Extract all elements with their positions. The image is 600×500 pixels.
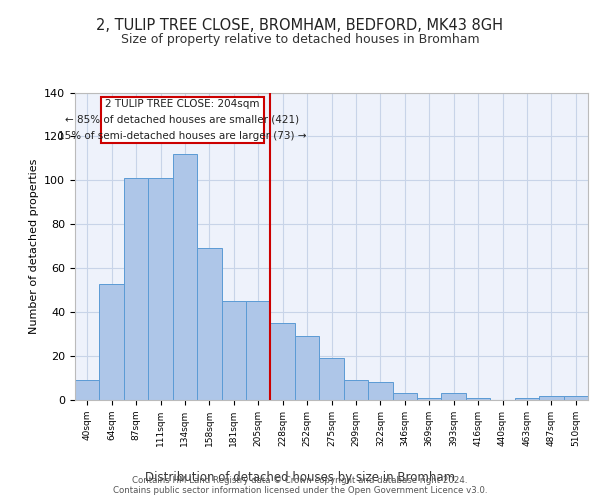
Bar [515, 398, 539, 400]
Bar [344, 380, 368, 400]
Bar [246, 301, 271, 400]
Text: Contains HM Land Registry data © Crown copyright and database right 2024.
Contai: Contains HM Land Registry data © Crown c… [113, 476, 487, 495]
Bar [221, 301, 246, 400]
Bar [148, 178, 173, 400]
Bar [442, 394, 466, 400]
Bar [466, 398, 490, 400]
Text: Size of property relative to detached houses in Bromham: Size of property relative to detached ho… [121, 32, 479, 46]
Bar [417, 398, 442, 400]
Bar [392, 394, 417, 400]
Bar [75, 380, 100, 400]
Bar [563, 396, 588, 400]
Bar [319, 358, 344, 400]
Bar [295, 336, 319, 400]
Bar [368, 382, 392, 400]
FancyBboxPatch shape [101, 97, 265, 143]
Text: 2 TULIP TREE CLOSE: 204sqm
← 85% of detached houses are smaller (421)
15% of sem: 2 TULIP TREE CLOSE: 204sqm ← 85% of deta… [58, 100, 307, 140]
Bar [271, 323, 295, 400]
Y-axis label: Number of detached properties: Number of detached properties [29, 158, 38, 334]
Text: Distribution of detached houses by size in Bromham: Distribution of detached houses by size … [145, 471, 455, 484]
Text: 2, TULIP TREE CLOSE, BROMHAM, BEDFORD, MK43 8GH: 2, TULIP TREE CLOSE, BROMHAM, BEDFORD, M… [97, 18, 503, 32]
Bar [173, 154, 197, 400]
Bar [197, 248, 221, 400]
Bar [100, 284, 124, 400]
Bar [124, 178, 148, 400]
Bar [539, 396, 563, 400]
